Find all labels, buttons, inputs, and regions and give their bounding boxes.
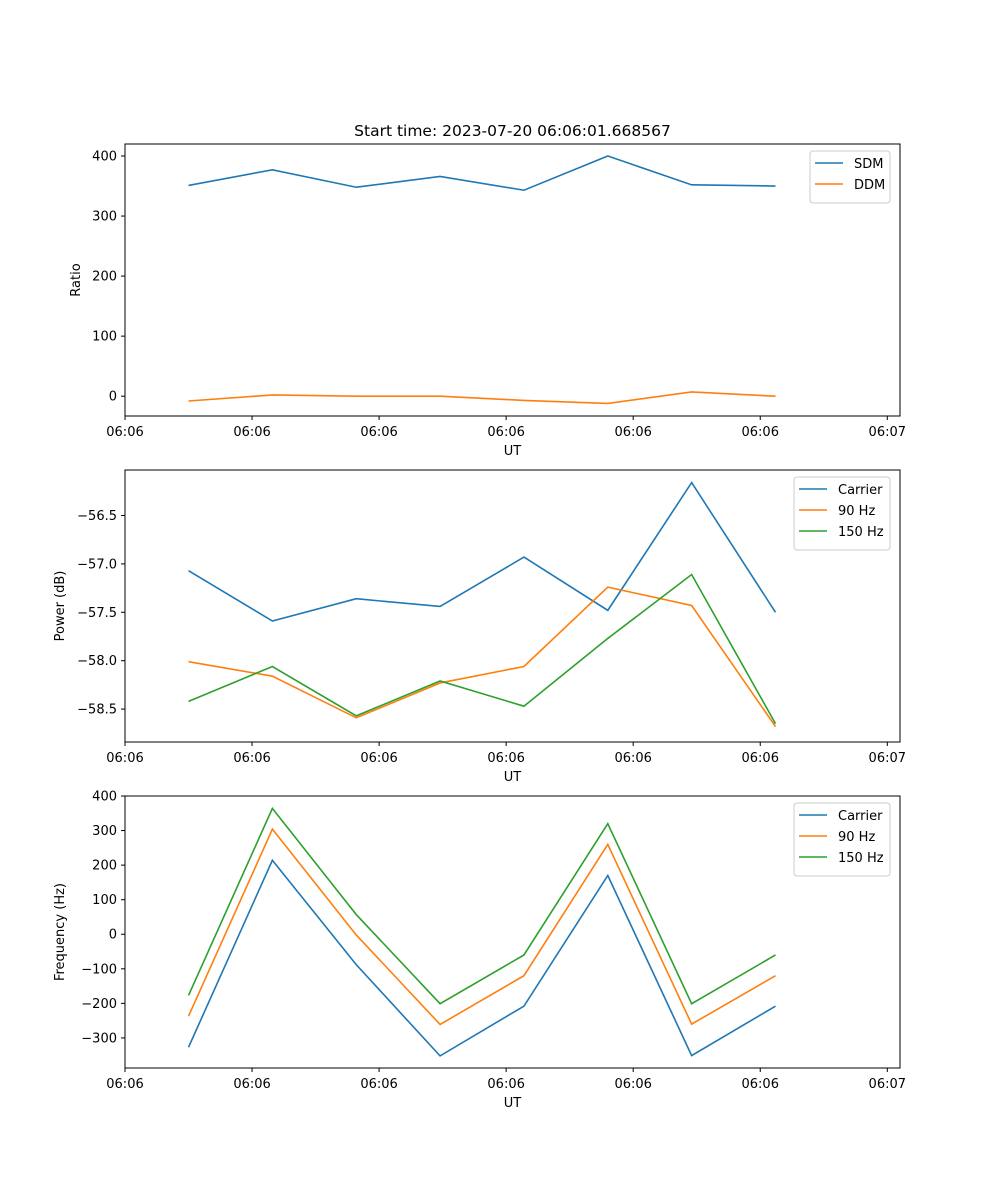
- x-tick-label: 06:06: [742, 1077, 779, 1092]
- series-line-150-hz: [187, 806, 776, 1005]
- x-tick-label: 06:06: [106, 751, 143, 766]
- y-tick-label: 0: [109, 928, 117, 943]
- y-tick-label: −300: [81, 1031, 117, 1046]
- subplot-1: 06:06 06:06 06:06 06:06 06:06 06:06 06:07 0 100 2…: [69, 143, 906, 459]
- x-tick-label: 06:06: [614, 425, 651, 440]
- y-tick-label: 400: [92, 150, 117, 165]
- y-tick-label: −57.5: [77, 606, 117, 621]
- y-tick-label: 100: [92, 893, 117, 908]
- x-tick-label: 06:06: [360, 1077, 397, 1092]
- legend: Carrier 90 Hz 150 Hz: [793, 476, 891, 551]
- legend-label: 150 Hz: [838, 525, 884, 540]
- legend-box: [809, 150, 891, 204]
- subplot-2: 06:06 06:06 06:06 06:06 06:06 06:06 06:07 −58.5…: [53, 469, 906, 785]
- x-tick-label: 06:06: [487, 1077, 524, 1092]
- subplot-3: 06:06 06:06 06:06 06:06 06:06 06:06 06:07 −300 −…: [53, 790, 906, 1112]
- series-line-ddm: [188, 391, 776, 405]
- series-line-150-hz: [188, 573, 777, 725]
- x-tick-label: 06:06: [614, 751, 651, 766]
- y-tick-label: 0: [109, 390, 117, 405]
- x-tick-label: 06:06: [233, 1077, 270, 1092]
- x-tick-label: 06:07: [869, 425, 906, 440]
- x-axis-label: UT: [504, 770, 522, 785]
- x-tick-label: 06:07: [869, 1077, 906, 1092]
- legend-label: SDM: [854, 157, 883, 172]
- y-tick-label: 300: [92, 210, 117, 225]
- legend-label: 150 Hz: [838, 851, 884, 866]
- legend-label: DDM: [854, 178, 885, 193]
- x-tick-label: 06:06: [742, 751, 779, 766]
- y-tick-label: 400: [92, 790, 117, 805]
- series-line-90-hz: [188, 586, 777, 727]
- y-tick-label: −100: [81, 962, 117, 977]
- axes-frame: [124, 795, 901, 1069]
- y-axis-label: Frequency (Hz): [53, 883, 68, 981]
- x-tick-label: 06:06: [487, 751, 524, 766]
- x-tick-label: 06:06: [106, 425, 143, 440]
- legend: SDM DDM: [809, 150, 891, 204]
- legend-label: 90 Hz: [838, 830, 875, 845]
- x-axis-label: UT: [504, 1096, 522, 1111]
- axes-frame: [124, 143, 901, 417]
- x-tick-label: 06:06: [742, 425, 779, 440]
- axes-frame: [124, 469, 901, 743]
- x-tick-label: 06:06: [614, 1077, 651, 1092]
- x-tick-label: 06:07: [869, 751, 906, 766]
- x-tick-label: 06:06: [360, 425, 397, 440]
- x-tick-label: 06:06: [233, 751, 270, 766]
- y-tick-label: 300: [92, 824, 117, 839]
- legend-label: Carrier: [838, 483, 883, 498]
- y-tick-label: 200: [92, 859, 117, 874]
- y-tick-label: −58.0: [77, 654, 117, 669]
- series-line-carrier: [187, 858, 776, 1057]
- x-tick-label: 06:06: [106, 1077, 143, 1092]
- x-tick-label: 06:06: [360, 751, 397, 766]
- x-axis-label: UT: [504, 444, 522, 459]
- y-tick-label: −57.0: [77, 557, 117, 572]
- chart-title: Start time: 2023-07-20 06:06:01.668567: [354, 122, 671, 140]
- legend-label: 90 Hz: [838, 504, 875, 519]
- series-line-carrier: [188, 481, 777, 622]
- x-tick-label: 06:06: [487, 425, 524, 440]
- series-line-90-hz: [187, 827, 776, 1026]
- charts-group: 06:06 06:06 06:06 06:06 06:06 06:06 06:07 0 100 2…: [53, 143, 906, 1112]
- y-tick-label: 100: [92, 330, 117, 345]
- x-tick-label: 06:06: [233, 425, 270, 440]
- y-tick-label: 200: [92, 270, 117, 285]
- y-tick-label: −58.5: [77, 703, 117, 718]
- y-axis-label: Ratio: [69, 263, 84, 296]
- y-axis-label: Power (dB): [53, 571, 68, 642]
- y-tick-label: −200: [81, 997, 117, 1012]
- y-tick-label: −56.5: [77, 509, 117, 524]
- legend: Carrier 90 Hz 150 Hz: [793, 802, 891, 877]
- legend-label: Carrier: [838, 809, 883, 824]
- series-line-sdm: [188, 155, 776, 192]
